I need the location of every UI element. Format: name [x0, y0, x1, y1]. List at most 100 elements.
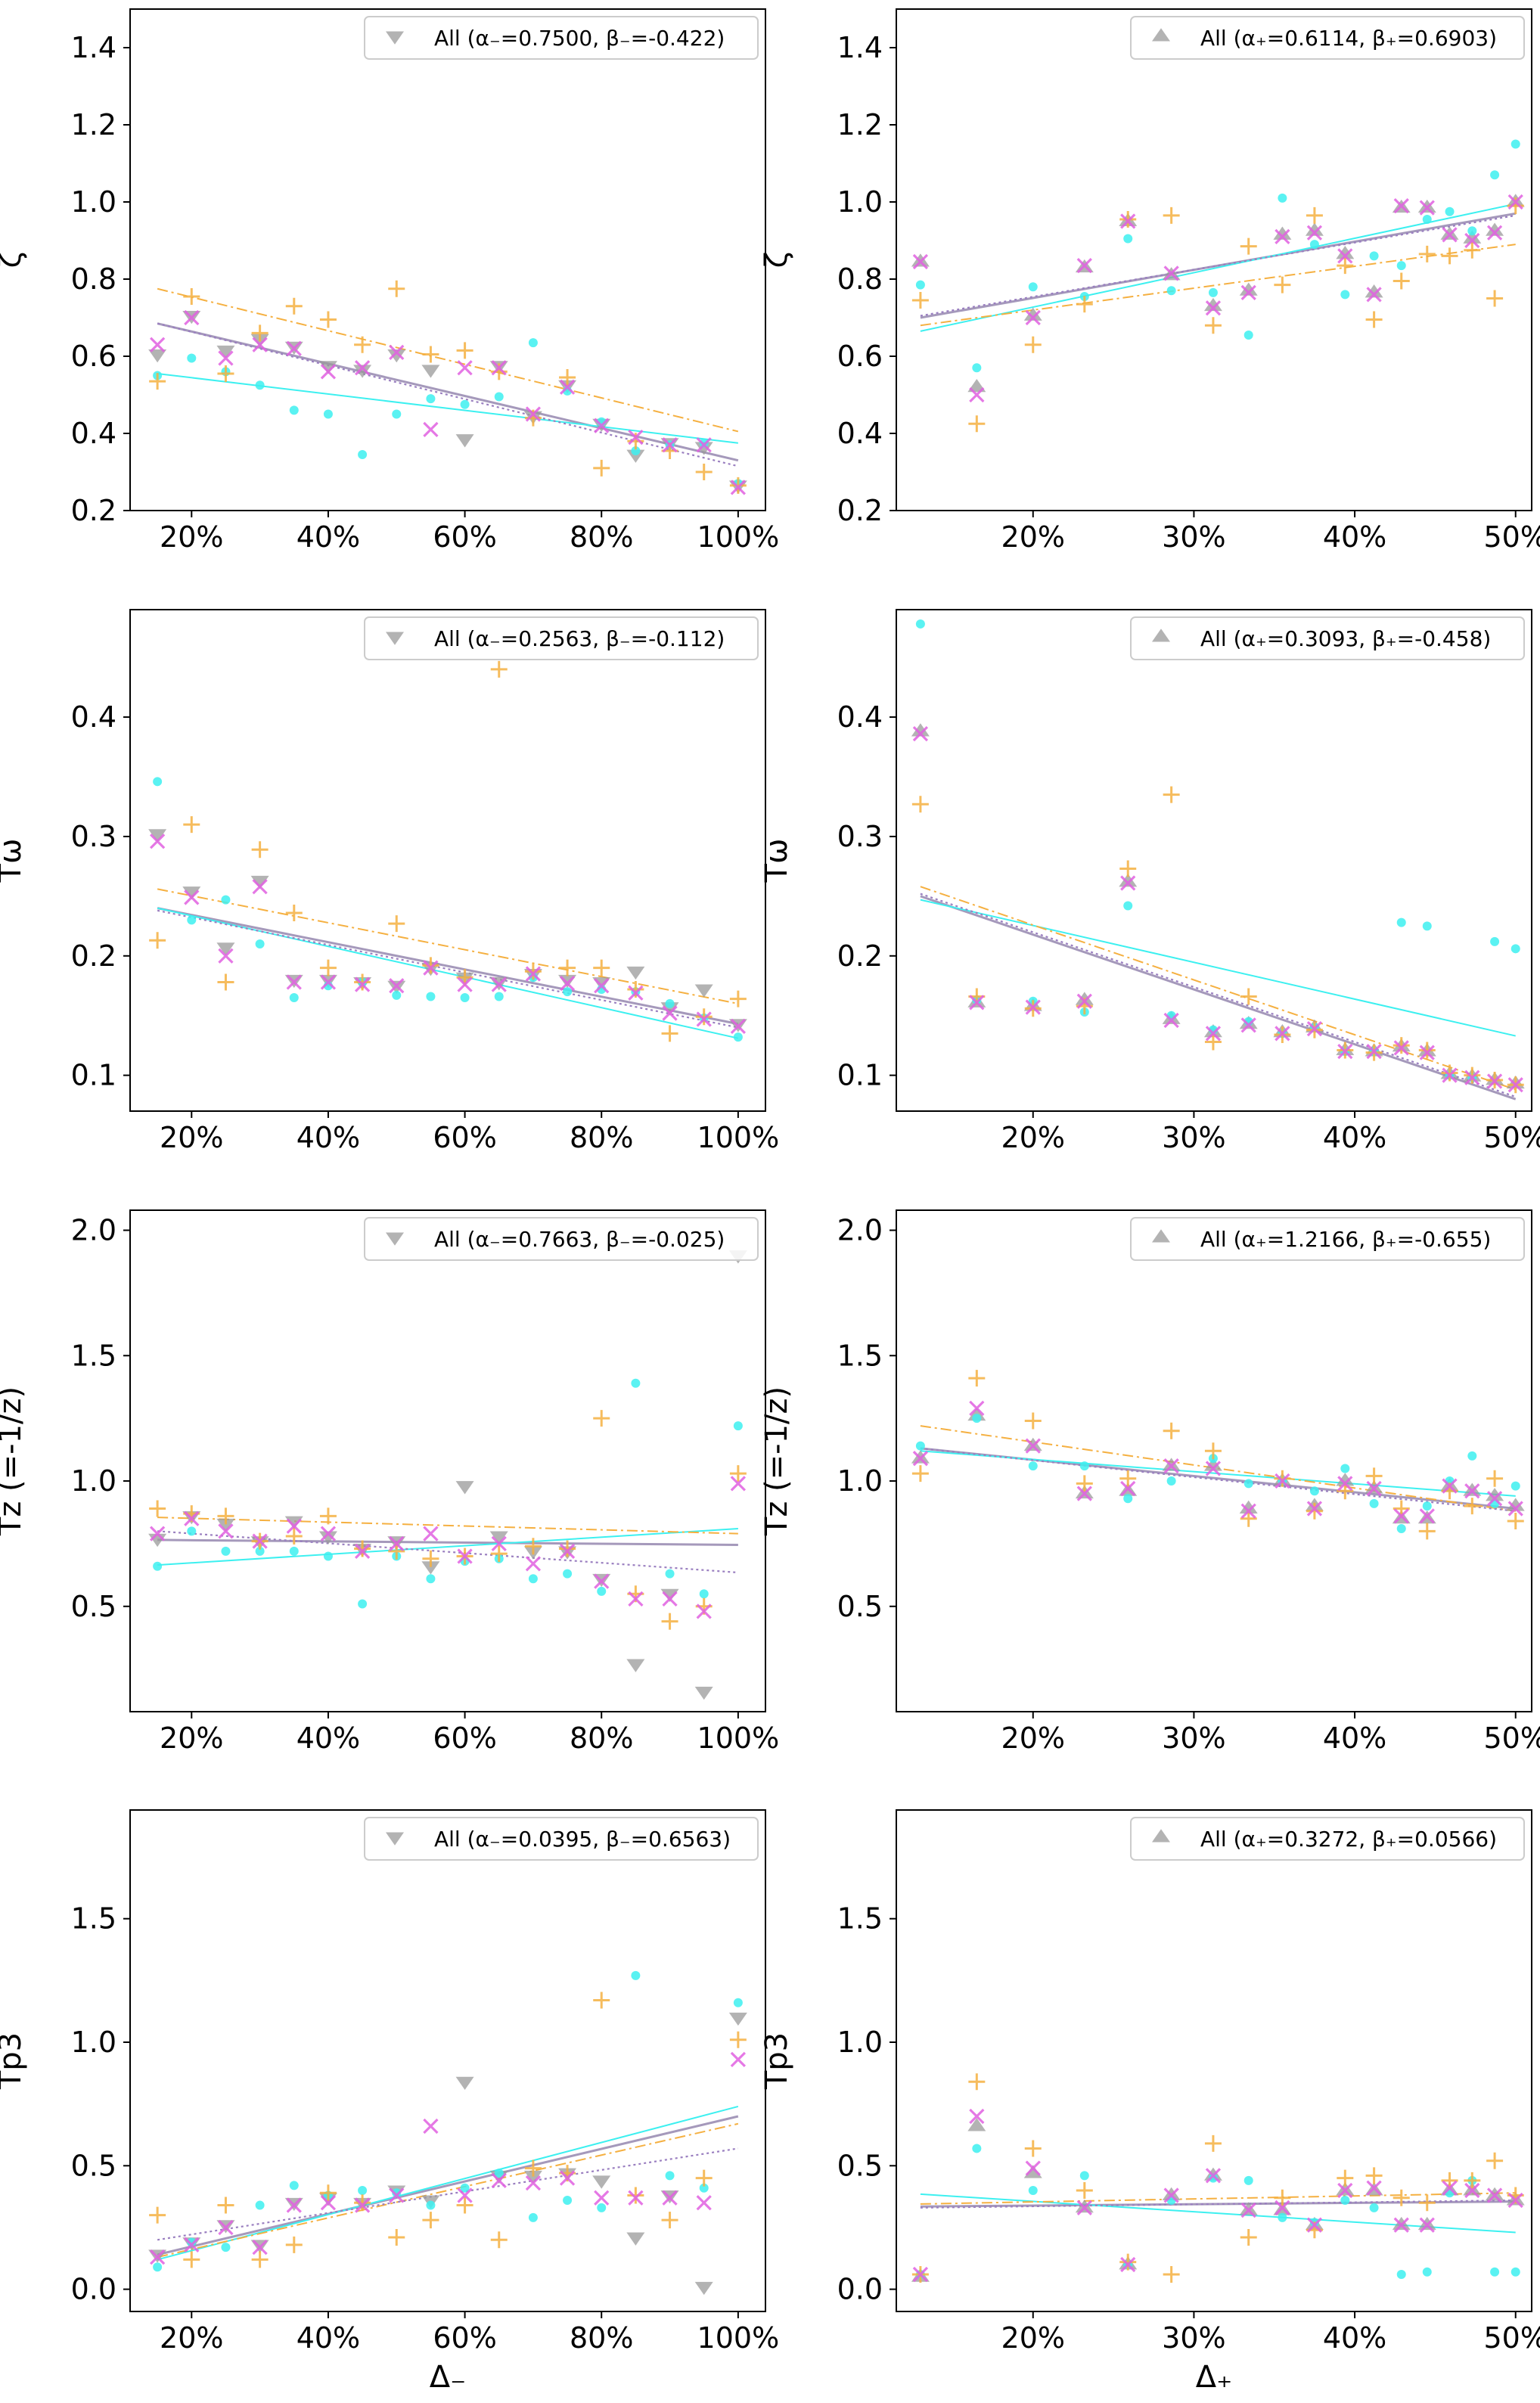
point-orange [490, 1545, 508, 1563]
point-magenta [1163, 1458, 1179, 1474]
x-tick-label: 40% [1323, 1722, 1386, 1755]
point-orange [388, 1542, 405, 1560]
point-orange [285, 1527, 303, 1545]
point-all [523, 2170, 542, 2184]
chart-panel-zeta-minus: 20% 40% 60% 80% 100% 0.2 0.4 0.6 0.8 1.0 1.2 1.4 ζ Al… [0, 8, 780, 554]
point-cyan [1369, 251, 1379, 261]
y-tick-label: 1.0 [837, 185, 883, 219]
point-orange [593, 959, 610, 976]
point-orange [251, 841, 269, 858]
point-magenta [559, 2170, 576, 2186]
point-cyan [1340, 2196, 1350, 2206]
point-orange [524, 2159, 542, 2177]
legend-label: All (α₊=0.3093, β₊=-0.458) [1200, 626, 1491, 651]
point-magenta [662, 1591, 678, 1607]
point-orange [1076, 2181, 1093, 2199]
point-magenta [1205, 1026, 1222, 1042]
fit-line-all [920, 212, 1516, 319]
point-orange [319, 1507, 337, 1525]
point-orange [1418, 245, 1436, 262]
fit-line-magenta [157, 1530, 738, 1574]
point-cyan [187, 2237, 197, 2247]
x-tick-label: 80% [570, 2321, 633, 2355]
point-cyan [1079, 1461, 1089, 1471]
y-tick-label: 2.0 [837, 1214, 883, 1247]
point-orange [1204, 1442, 1222, 1460]
plot-frame [129, 609, 766, 1112]
point-orange [1365, 311, 1383, 328]
x-axis-label: Δ₋ [430, 2360, 466, 2395]
point-orange [217, 365, 234, 382]
point-magenta [1337, 1043, 1353, 1060]
y-tick-label: 1.2 [71, 108, 116, 141]
point-magenta [730, 2051, 747, 2068]
point-magenta [184, 309, 200, 326]
y-tick-label: 0.1 [837, 1059, 883, 1092]
y-tick-label: 0.5 [71, 2149, 116, 2182]
point-orange [1418, 1523, 1436, 1540]
point-magenta [1076, 993, 1092, 1009]
point-magenta [491, 2172, 507, 2189]
point-cyan [392, 990, 402, 1000]
point-magenta [149, 2249, 166, 2265]
point-orange [1024, 2140, 1042, 2157]
fit-line-cyan [920, 203, 1516, 332]
chart-panel-tomega-plus: 20% 30% 40% 50% 0.1 0.2 0.3 0.4 Tω All (α₊=0.3093… [759, 609, 1540, 1154]
point-orange [695, 2169, 713, 2187]
point-all [1305, 222, 1324, 236]
point-cyan [915, 1441, 925, 1451]
legend-up-triangle-icon [1152, 1829, 1170, 1843]
y-tick-label: 1.5 [837, 1902, 883, 1936]
legend: All (α₊=0.3093, β₊=-0.458) [1130, 616, 1525, 660]
x-tick-label: 100% [697, 520, 780, 554]
point-orange [285, 2236, 303, 2253]
x-tick-label: 50% [1483, 520, 1540, 554]
point-cyan [187, 915, 197, 925]
point-orange [149, 373, 166, 390]
x-tick-label: 40% [297, 1722, 360, 1755]
point-all [421, 1561, 440, 1575]
point-all [455, 2076, 474, 2091]
point-magenta [1486, 1073, 1503, 1089]
fit-line-orange [920, 2192, 1516, 2205]
point-all [1273, 226, 1292, 240]
point-cyan [1123, 901, 1133, 911]
point-magenta [1507, 2192, 1523, 2209]
point-orange [968, 415, 986, 433]
point-orange [217, 2197, 234, 2214]
point-magenta [969, 387, 985, 403]
point-cyan [289, 993, 299, 1003]
point-cyan [460, 2183, 470, 2193]
point-cyan [1490, 936, 1500, 946]
point-magenta [457, 2187, 473, 2203]
x-tick-label: 50% [1483, 1121, 1540, 1154]
point-all [455, 1481, 474, 1495]
fit-line-orange [157, 287, 739, 433]
point-magenta [354, 976, 371, 992]
point-magenta [1120, 213, 1136, 229]
point-magenta [457, 976, 473, 992]
point-magenta [1366, 2180, 1382, 2196]
y-tick-label: 1.0 [71, 185, 116, 219]
point-orange [1119, 2253, 1137, 2271]
point-orange [1337, 257, 1354, 275]
point-magenta [730, 1018, 747, 1035]
point-orange [1393, 2189, 1410, 2206]
point-magenta [525, 2175, 542, 2191]
point-cyan [733, 1421, 743, 1431]
point-all [1463, 230, 1482, 244]
point-cyan [699, 2183, 709, 2193]
y-tick-label: 0.4 [837, 700, 883, 734]
legend-label: All (α₋=0.0395, β₋=0.6563) [434, 1827, 731, 1852]
x-tick-label: 100% [697, 1121, 780, 1154]
point-orange [422, 1550, 439, 1567]
x-tick-label: 80% [570, 520, 633, 554]
point-orange [1240, 238, 1257, 255]
point-magenta [218, 1523, 234, 1539]
legend: All (α₋=0.2563, β₋=-0.112) [364, 616, 759, 660]
point-magenta [1393, 1508, 1409, 1524]
point-all [1486, 222, 1504, 236]
point-cyan [426, 394, 436, 404]
point-all [626, 2232, 645, 2246]
point-magenta [662, 1005, 678, 1021]
